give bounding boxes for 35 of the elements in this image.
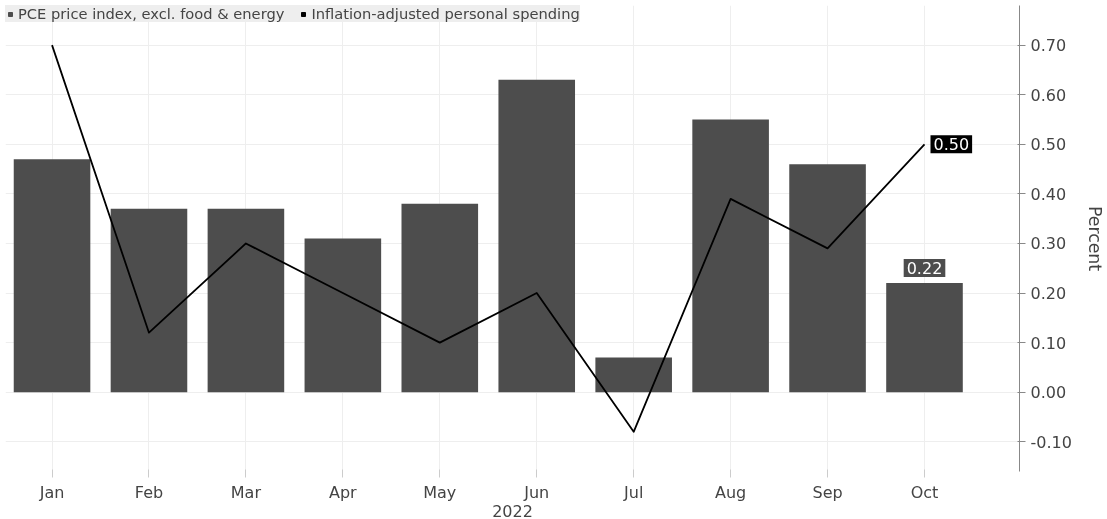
bar bbox=[595, 357, 672, 393]
y-tick-label: 0.50 bbox=[1030, 135, 1067, 155]
bar bbox=[13, 159, 91, 393]
x-tick-label: Jul bbox=[623, 482, 644, 502]
bar bbox=[401, 203, 479, 393]
x-tick-label: Mar bbox=[230, 482, 262, 502]
x-tick-label: Feb bbox=[134, 482, 164, 502]
x-tick-label: Jan bbox=[38, 482, 65, 502]
data-label: 0.50 bbox=[933, 135, 970, 155]
x-tick-label: May bbox=[423, 482, 457, 502]
x-tick-label: Jun bbox=[523, 482, 550, 502]
y-tick-label: 0.20 bbox=[1030, 284, 1067, 304]
y-tick-label: 0.70 bbox=[1030, 36, 1067, 56]
legend-label: PCE price index, excl. food & energy bbox=[18, 5, 285, 22]
bar bbox=[789, 164, 866, 393]
x-tick-label: Apr bbox=[329, 482, 358, 502]
x-tick-label: Aug bbox=[715, 482, 747, 502]
bar bbox=[498, 79, 576, 393]
data-label: 0.22 bbox=[906, 259, 943, 279]
legend-label: Inflation-adjusted personal spending bbox=[311, 5, 580, 22]
y-tick-label: -0.10 bbox=[1030, 432, 1072, 452]
bar bbox=[110, 208, 188, 393]
bar bbox=[304, 238, 382, 393]
y-tick-label: 0.10 bbox=[1030, 333, 1067, 353]
x-tick-label: Sep bbox=[812, 482, 843, 502]
x-tick-label: Oct bbox=[910, 482, 939, 502]
bar bbox=[207, 208, 285, 393]
y-tick-label: 0.40 bbox=[1030, 184, 1067, 204]
y-tick-label: 0.60 bbox=[1030, 85, 1067, 105]
y-tick-label: 0.00 bbox=[1030, 383, 1067, 403]
x-axis-title: 2022 bbox=[492, 501, 533, 519]
bar bbox=[886, 283, 963, 393]
bar bbox=[692, 119, 769, 393]
y-tick-label: 0.30 bbox=[1030, 234, 1067, 254]
y-axis-title: Percent bbox=[1084, 205, 1105, 272]
